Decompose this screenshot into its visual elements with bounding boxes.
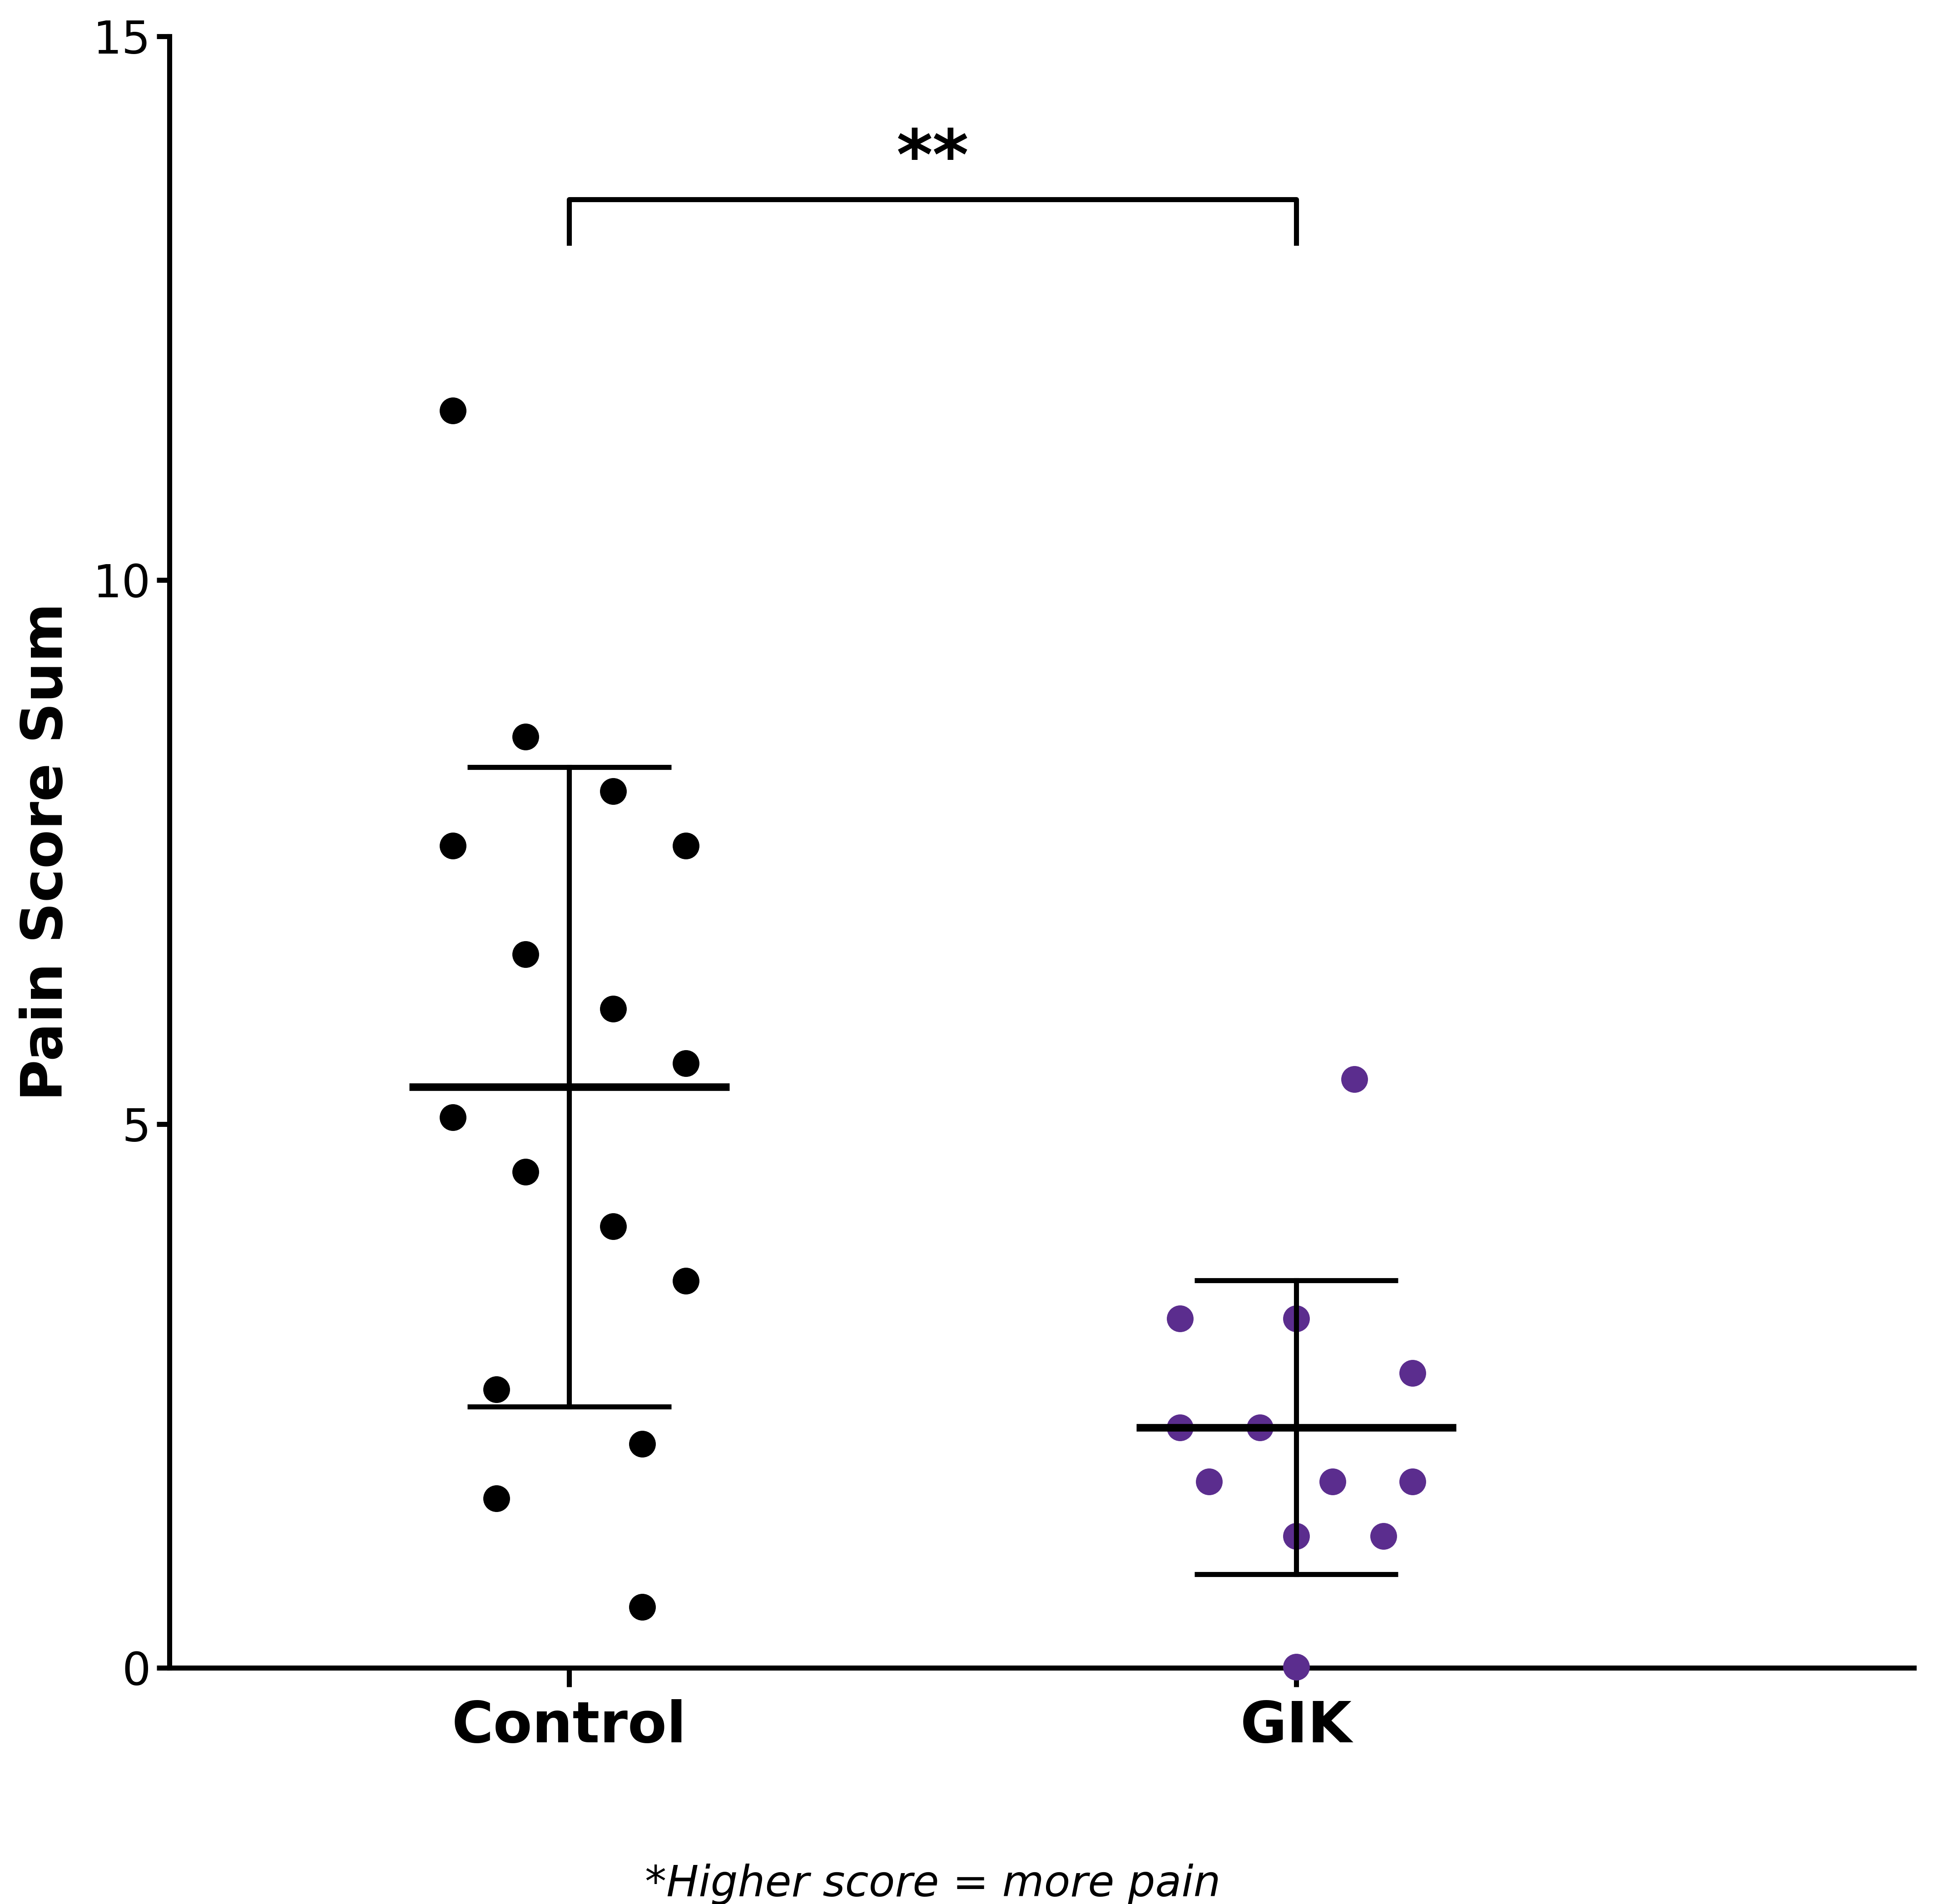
Point: [597, 994, 628, 1024]
Point: [1193, 1466, 1224, 1497]
Point: [1282, 1304, 1313, 1335]
Point: [626, 1428, 657, 1458]
Text: **: **: [897, 126, 968, 194]
Point: [437, 830, 468, 861]
Point: [597, 1211, 628, 1241]
Point: [671, 1266, 702, 1297]
Point: [510, 939, 541, 969]
Point: [671, 1047, 702, 1078]
Point: [481, 1483, 512, 1514]
Point: [671, 830, 702, 861]
Point: [510, 1158, 541, 1188]
Point: [1164, 1413, 1195, 1443]
Point: [1282, 1651, 1313, 1681]
Point: [1398, 1466, 1428, 1497]
Point: [1245, 1413, 1276, 1443]
Point: [1164, 1304, 1195, 1335]
Point: [437, 396, 468, 426]
Point: [1340, 1064, 1370, 1095]
Point: [1282, 1521, 1313, 1552]
Y-axis label: Pain Score Sum: Pain Score Sum: [19, 604, 73, 1101]
Point: [1398, 1358, 1428, 1388]
Point: [510, 722, 541, 752]
Point: [597, 777, 628, 807]
Point: [626, 1592, 657, 1622]
Point: [1369, 1521, 1399, 1552]
Point: [437, 1102, 468, 1133]
Text: *Higher score = more pain: *Higher score = more pain: [646, 1864, 1220, 1904]
Point: [481, 1375, 512, 1405]
Point: [1316, 1466, 1347, 1497]
